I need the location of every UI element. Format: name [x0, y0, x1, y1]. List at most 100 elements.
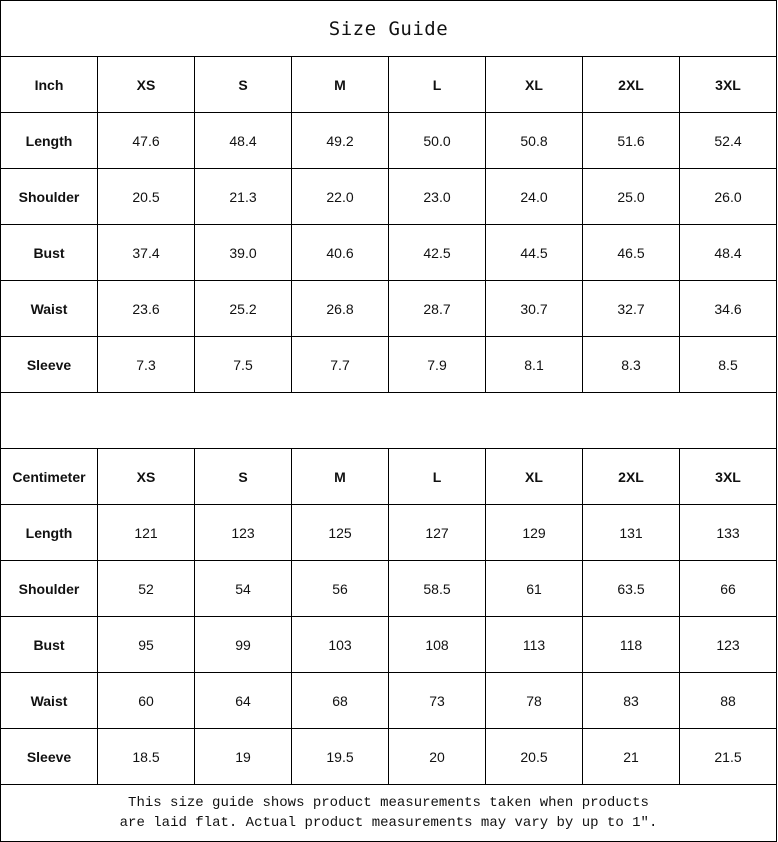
page-title: Size Guide [0, 0, 777, 57]
measurement-cell: 63.5 [582, 560, 680, 617]
measurement-cell: 7.7 [291, 336, 389, 393]
measurement-cell: 19.5 [291, 728, 389, 785]
measurement-cell: 18.5 [97, 728, 195, 785]
measurement-cell: 20.5 [485, 728, 583, 785]
table-row: Sleeve 18.5 19 19.5 20 20.5 21 21.5 [0, 728, 777, 785]
measurement-cell: 50.8 [485, 112, 583, 169]
row-label: Waist [0, 280, 98, 337]
measurement-cell: 56 [291, 560, 389, 617]
size-header: 3XL [679, 56, 777, 113]
table-row: Waist 23.6 25.2 26.8 28.7 30.7 32.7 34.6 [0, 280, 777, 337]
measurement-cell: 23.6 [97, 280, 195, 337]
measurement-cell: 113 [485, 616, 583, 673]
measurement-cell: 25.0 [582, 168, 680, 225]
measurement-cell: 44.5 [485, 224, 583, 281]
measurement-cell: 68 [291, 672, 389, 729]
measurement-cell: 25.2 [194, 280, 292, 337]
row-label: Bust [0, 616, 98, 673]
measurement-cell: 131 [582, 504, 680, 561]
measurement-cell: 39.0 [194, 224, 292, 281]
size-header: M [291, 56, 389, 113]
unit-header: Centimeter [0, 448, 98, 505]
measurement-cell: 99 [194, 616, 292, 673]
row-label: Length [0, 112, 98, 169]
measurement-cell: 42.5 [388, 224, 486, 281]
measurement-cell: 64 [194, 672, 292, 729]
row-label: Sleeve [0, 336, 98, 393]
measurement-cell: 73 [388, 672, 486, 729]
size-header: L [388, 56, 486, 113]
measurement-cell: 125 [291, 504, 389, 561]
measurement-cell: 83 [582, 672, 680, 729]
row-label: Shoulder [0, 560, 98, 617]
size-header: XS [97, 448, 195, 505]
title-row: Size Guide [0, 0, 777, 57]
measurement-cell: 47.6 [97, 112, 195, 169]
measurement-cell: 61 [485, 560, 583, 617]
table-row: Bust 37.4 39.0 40.6 42.5 44.5 46.5 48.4 [0, 224, 777, 281]
note-line: This size guide shows product measuremen… [128, 795, 649, 811]
measurement-cell: 7.9 [388, 336, 486, 393]
measurement-cell: 52 [97, 560, 195, 617]
size-header: XS [97, 56, 195, 113]
size-header: XL [485, 56, 583, 113]
header-row: Centimeter XS S M L XL 2XL 3XL [0, 448, 777, 505]
measurement-cell: 22.0 [291, 168, 389, 225]
row-label: Waist [0, 672, 98, 729]
row-label: Bust [0, 224, 98, 281]
size-note: This size guide shows product measuremen… [0, 784, 777, 842]
table-row: Shoulder 52 54 56 58.5 61 63.5 66 [0, 560, 777, 617]
note-row: This size guide shows product measuremen… [0, 784, 777, 842]
table-row: Waist 60 64 68 73 78 83 88 [0, 672, 777, 729]
spacer-cell [0, 392, 777, 449]
measurement-cell: 58.5 [388, 560, 486, 617]
unit-header: Inch [0, 56, 98, 113]
measurement-cell: 123 [194, 504, 292, 561]
measurement-cell: 129 [485, 504, 583, 561]
measurement-cell: 7.5 [194, 336, 292, 393]
measurement-cell: 133 [679, 504, 777, 561]
measurement-cell: 21.3 [194, 168, 292, 225]
measurement-cell: 20 [388, 728, 486, 785]
measurement-cell: 37.4 [97, 224, 195, 281]
spacer-row [0, 392, 777, 449]
row-label: Sleeve [0, 728, 98, 785]
measurement-cell: 127 [388, 504, 486, 561]
measurement-cell: 49.2 [291, 112, 389, 169]
measurement-cell: 8.1 [485, 336, 583, 393]
measurement-cell: 21 [582, 728, 680, 785]
measurement-cell: 30.7 [485, 280, 583, 337]
table-row: Length 47.6 48.4 49.2 50.0 50.8 51.6 52.4 [0, 112, 777, 169]
measurement-cell: 103 [291, 616, 389, 673]
size-header: 2XL [582, 56, 680, 113]
measurement-cell: 52.4 [679, 112, 777, 169]
measurement-cell: 48.4 [679, 224, 777, 281]
measurement-cell: 20.5 [97, 168, 195, 225]
measurement-cell: 48.4 [194, 112, 292, 169]
row-label: Shoulder [0, 168, 98, 225]
table-row: Length 121 123 125 127 129 131 133 [0, 504, 777, 561]
measurement-cell: 23.0 [388, 168, 486, 225]
size-header: S [194, 56, 292, 113]
measurement-cell: 66 [679, 560, 777, 617]
measurement-cell: 118 [582, 616, 680, 673]
measurement-cell: 88 [679, 672, 777, 729]
measurement-cell: 51.6 [582, 112, 680, 169]
size-header: 3XL [679, 448, 777, 505]
measurement-cell: 123 [679, 616, 777, 673]
measurement-cell: 26.8 [291, 280, 389, 337]
measurement-cell: 8.3 [582, 336, 680, 393]
table-row: Bust 95 99 103 108 113 118 123 [0, 616, 777, 673]
measurement-cell: 34.6 [679, 280, 777, 337]
measurement-cell: 21.5 [679, 728, 777, 785]
measurement-cell: 8.5 [679, 336, 777, 393]
note-line: are laid flat. Actual product measuremen… [119, 815, 658, 831]
measurement-cell: 108 [388, 616, 486, 673]
row-label: Length [0, 504, 98, 561]
size-header: XL [485, 448, 583, 505]
size-header: 2XL [582, 448, 680, 505]
size-header: S [194, 448, 292, 505]
measurement-cell: 60 [97, 672, 195, 729]
